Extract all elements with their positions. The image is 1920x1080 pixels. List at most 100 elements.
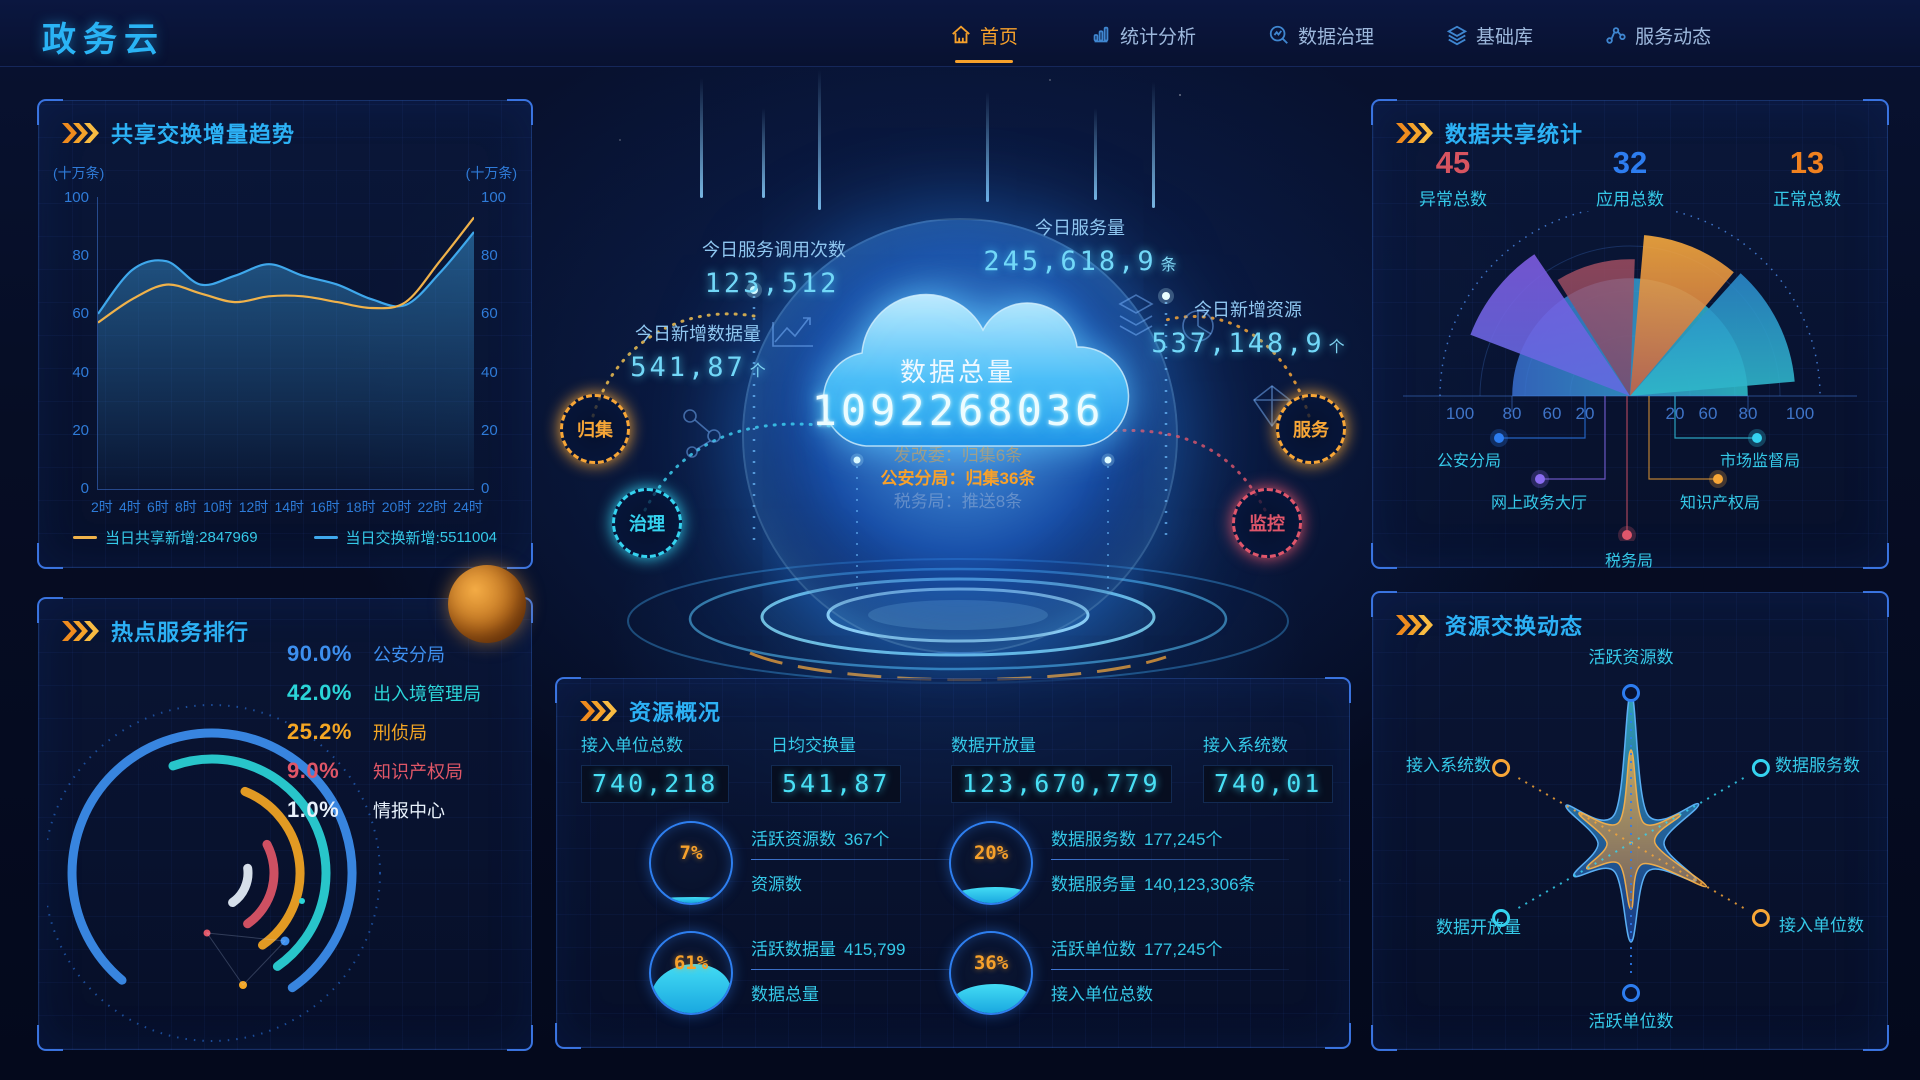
y-axis-left: 100 80 60 40 20 0 [63, 189, 89, 497]
nav-item-label: 数据治理 [1298, 26, 1375, 48]
cloud-graphic [778, 268, 1142, 480]
app-logo: 政务云 [42, 21, 165, 59]
panel-title: 数据共享统计 [1373, 101, 1887, 149]
total-data-value: 1092268036 [811, 386, 1105, 435]
rank-row: 42.0% 出入境管理局 [287, 680, 481, 705]
network-icon [1605, 24, 1627, 46]
rank-list: 90.0% 公安分局 42.0% 出入境管理局 25.2% 刑侦局 9.0% 知识产权局… [287, 641, 481, 836]
radar-axis-label: 数据服务数 [1775, 756, 1860, 775]
light-beam [1094, 108, 1097, 200]
rose-label: 知识产权局 [1679, 495, 1760, 512]
chevrons-icon [1396, 615, 1433, 635]
stat-access-systems: 接入系统数 740,01 [1203, 731, 1334, 803]
panel-title-text: 资源概况 [629, 700, 722, 725]
callout-unit: 个 [749, 361, 766, 380]
stat-daily-exchange: 日均交换量 541,87 [771, 731, 902, 803]
radar-axis-label: 活跃单位数 [1588, 1012, 1674, 1031]
nav-item-home[interactable]: 首页 [950, 18, 1018, 49]
radar-axis-label: 活跃资源数 [1588, 648, 1674, 667]
panel-resource-overview: 资源概况 接入单位总数 740,218 日均交换量 541,87 数据开放量 1… [555, 677, 1351, 1049]
rank-row: 25.2% 刑侦局 [287, 719, 427, 744]
search-wave-icon [1268, 24, 1290, 46]
ticker-line: 公安分局：归集36条 [880, 469, 1036, 488]
total-data-label: 数据总量 [899, 357, 1016, 387]
light-beam [700, 78, 703, 198]
stat-open-data: 数据开放量 123,670,779 [951, 731, 1172, 803]
svg-text:100: 100 [1446, 404, 1474, 423]
rose-label: 网上政务大厅 [1490, 495, 1587, 512]
nav-item-label: 首页 [980, 26, 1019, 48]
panel-share-exchange-trend: 共享交换增量趋势 (十万条) (十万条) 100 80 60 40 20 0 100 80 6… [37, 99, 533, 569]
radar-axis-label: 数据开放量 [1436, 918, 1521, 937]
liquid-gauge: 20% [949, 821, 1033, 905]
legend-swatch [313, 536, 338, 539]
chart-legend: 当日共享新增2847969 当日交换新增5511004 [39, 527, 531, 548]
panel-title: 资源概况 [557, 679, 1349, 727]
nav-item-label: 基础库 [1476, 26, 1534, 48]
half-rose-chart: 100 80 60 20 20 60 80 100 [1403, 211, 1857, 541]
rank-row: 90.0% 公安分局 [287, 641, 445, 666]
callout-service-calls: 今日服务调用次数 123,512 [658, 236, 890, 299]
panel-title-text: 数据共享统计 [1445, 122, 1584, 147]
dotted-trails [591, 282, 1311, 594]
callout-new-data: 今日新增数据量 541,87 个 [588, 320, 808, 383]
decor-pie-icon [1182, 310, 1214, 342]
callout-label: 今日服务量 [1035, 218, 1125, 238]
stat-normal-total: 13 正常总数 [1773, 145, 1841, 209]
svg-text:60: 60 [1699, 404, 1718, 423]
callout-value: 541,87 [630, 352, 746, 383]
y-axis-right: 100 80 60 40 20 0 [481, 189, 507, 497]
callout-new-resources: 今日新增资源 537,148,9 个 [1128, 296, 1368, 359]
liquid-gauge: 36% [949, 931, 1033, 1015]
rose-label: 市场监督局 [1719, 453, 1800, 470]
lcd-value: 740,01 [1203, 765, 1334, 803]
gauge-data-services: 20% 数据服务数 177,245个 数据服务量 140,123,306条 [949, 821, 1289, 905]
panel-title-text: 热点服务排行 [111, 620, 250, 645]
nav-item-baselib[interactable]: 基础库 [1446, 18, 1533, 49]
radar-chart [1492, 684, 1770, 1002]
decor-molecule-icon [683, 409, 721, 458]
panel-hot-service-rank: 热点服务排行 90.0% 公安分局 42.0% 出入境管理局 25.2% 刑侦局 9.… [37, 597, 533, 1051]
radar-axis-label: 接入单位数 [1779, 916, 1864, 935]
stat-abnormal-total: 45 异常总数 [1419, 145, 1487, 209]
lcd-value: 123,670,779 [951, 765, 1172, 803]
gauge-active-resources: 7% 活跃资源数 367个 资源数 [649, 821, 989, 905]
callout-value: 537,148,9 [1151, 328, 1325, 359]
layers-icon [1446, 24, 1468, 46]
radar-axis-label: 接入系统数 [1406, 756, 1491, 775]
light-beam [986, 92, 989, 202]
chevrons-icon [62, 621, 99, 641]
nav-item-stats[interactable]: 统计分析 [1090, 18, 1196, 49]
legend-swatch [72, 536, 97, 539]
callout-unit: 个 [1328, 337, 1345, 356]
panel-data-share-stats: 数据共享统计 45 异常总数 32 应用总数 13 正常总数 100 80 60 20… [1371, 99, 1889, 570]
chevrons-icon [62, 123, 99, 143]
light-beam [1152, 82, 1155, 208]
y-axis-unit: (十万条) [53, 165, 105, 181]
callout-label: 今日新增数据量 [635, 324, 761, 344]
badge-govern: 治理 [612, 488, 682, 558]
liquid-gauge: 7% [649, 821, 733, 905]
panel-title: 热点服务排行 [39, 599, 531, 647]
decor-diamond-icon [1252, 384, 1292, 428]
trend-line-chart [97, 197, 475, 490]
ticker-line: 发改委：归集6条 [893, 446, 1023, 465]
badge-monitor: 监控 [1232, 488, 1302, 558]
svg-text:80: 80 [1739, 404, 1758, 423]
rank-row: 9.0% 知识产权局 [287, 758, 463, 783]
legend-item: 当日交换新增5511004 [313, 527, 497, 548]
lcd-value: 541,87 [771, 765, 902, 803]
badge-service: 服务 [1276, 394, 1346, 464]
main-nav: 首页 统计分析 数据治理 基础库 [950, 0, 1711, 66]
decor-layers-icon [1118, 294, 1154, 336]
x-axis: 2时 4时 6时 8时 10时 12时 14时 16时 18时 20时 22时 24时 [91, 499, 483, 515]
callout-label: 今日服务调用次数 [702, 240, 846, 260]
liquid-gauge: 61% [649, 931, 733, 1015]
ticker-line: 税务局：推送8条 [893, 492, 1023, 511]
panel-title-text: 资源交换动态 [1445, 614, 1584, 639]
nav-item-governance[interactable]: 数据治理 [1268, 18, 1374, 49]
nav-item-label: 统计分析 [1120, 26, 1197, 48]
nav-item-service-dynamics[interactable]: 服务动态 [1605, 18, 1711, 49]
data-globe [742, 218, 1178, 654]
